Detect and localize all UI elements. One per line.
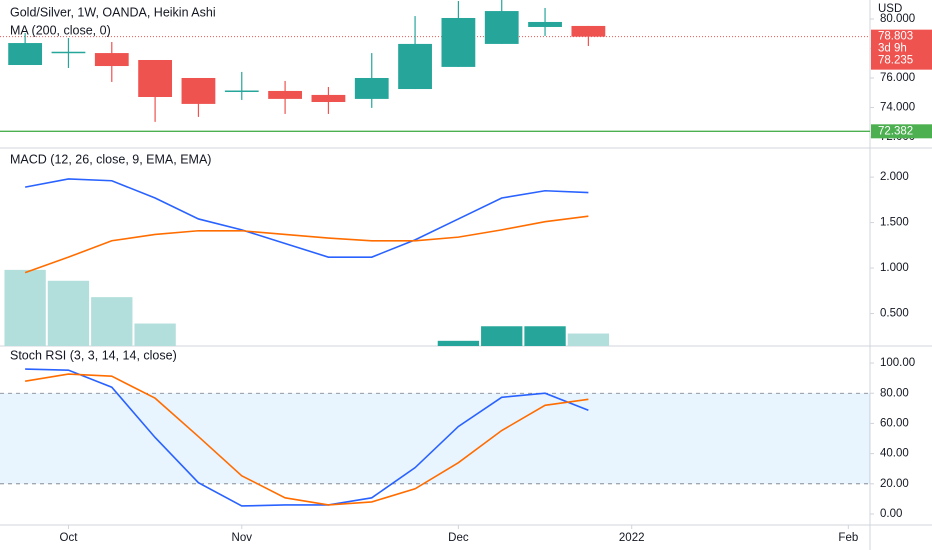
histogram-bar xyxy=(91,297,133,346)
y-tick-label: 0.500 xyxy=(880,308,909,320)
candle-body xyxy=(268,90,302,99)
series-line xyxy=(24,178,589,258)
candle-body xyxy=(571,25,606,37)
y-tick-label: 60.00 xyxy=(880,417,909,429)
x-tick-label: Nov xyxy=(232,532,253,544)
y-tick-label: 74.000 xyxy=(880,101,915,113)
y-tick-label: 76.000 xyxy=(880,72,915,84)
candle-body xyxy=(311,94,346,103)
y-tick-label: 20.00 xyxy=(880,478,909,490)
y-tick-label: 1.000 xyxy=(880,262,909,274)
candle-body xyxy=(181,77,216,104)
candle-body xyxy=(224,90,259,93)
candle-body xyxy=(441,17,476,67)
histogram-bar xyxy=(437,340,480,346)
y-tick-label: 80.000 xyxy=(880,13,915,25)
y-tick-label: 40.00 xyxy=(880,448,909,460)
candle-body xyxy=(354,77,389,99)
x-tick-label: Feb xyxy=(838,532,858,544)
last-price-label: 78.803 xyxy=(878,31,913,43)
candle-body xyxy=(8,43,43,66)
ma-value-box xyxy=(871,124,932,139)
band xyxy=(0,393,870,484)
candle-body xyxy=(51,51,86,54)
y-tick-label: 2.000 xyxy=(880,171,909,183)
pane xyxy=(4,178,610,346)
candle-body xyxy=(528,21,562,27)
series-line xyxy=(25,368,589,507)
histogram-bar xyxy=(134,323,176,346)
series-line xyxy=(24,215,589,274)
y-tick-label: 0.00 xyxy=(880,508,902,520)
title: Stoch RSI (3, 3, 14, 14, close) xyxy=(10,348,177,362)
histogram-bar xyxy=(524,326,566,346)
candle-body xyxy=(94,53,129,67)
title: Gold/Silver, 1W, OANDA, Heikin Ashi xyxy=(10,5,216,19)
y-tick-label: 1.500 xyxy=(880,217,909,229)
countdown-label: 3d 9h xyxy=(878,43,907,55)
histogram-bar xyxy=(47,280,90,346)
ma-label: MA (200, close, 0) xyxy=(10,23,111,37)
title: MACD (12, 26, close, 9, EMA, EMA) xyxy=(10,152,211,166)
last-price-box xyxy=(871,29,932,70)
y-tick-label: 80.00 xyxy=(880,387,909,399)
histogram-bar xyxy=(567,333,610,346)
histogram-bar xyxy=(481,326,523,346)
second-price-label: 78.235 xyxy=(878,55,913,67)
x-tick-label: Oct xyxy=(60,532,79,544)
histogram-bar xyxy=(4,269,46,346)
series-line xyxy=(25,373,589,506)
pane xyxy=(0,368,870,507)
candle-body xyxy=(484,11,519,44)
y-tick-label: 100.00 xyxy=(880,357,915,369)
x-tick-label: 2022 xyxy=(619,532,645,544)
ma-value-label: 72.382 xyxy=(878,125,913,137)
pane xyxy=(0,0,870,132)
x-tick-label: Dec xyxy=(448,532,469,544)
unit-label: USD xyxy=(878,3,902,15)
candle-body xyxy=(398,43,432,90)
candle-body xyxy=(138,59,173,97)
